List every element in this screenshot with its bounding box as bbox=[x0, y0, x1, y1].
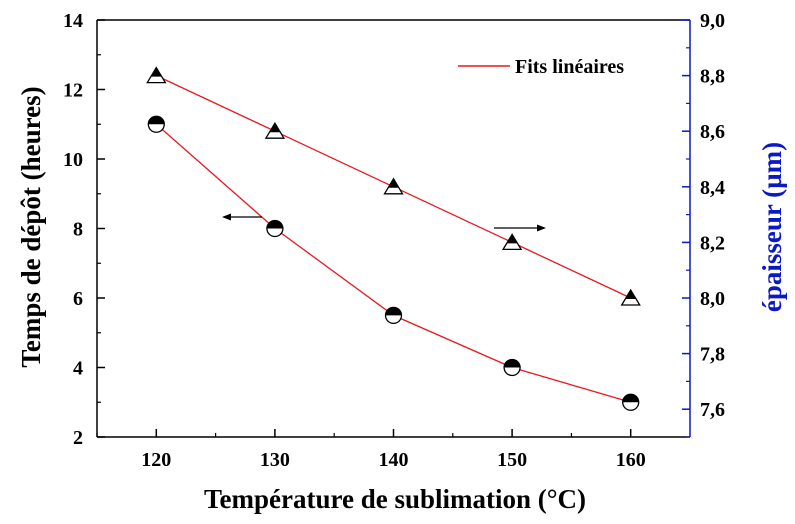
x-axis-title: Température de sublimation (°C) bbox=[204, 484, 586, 514]
x-tick-label: 140 bbox=[379, 449, 409, 471]
fit-line-left bbox=[155, 123, 631, 403]
left-y-tick-label: 10 bbox=[63, 149, 83, 171]
left-y-tick-label: 8 bbox=[73, 219, 83, 241]
right-y-tick-label: 9,0 bbox=[700, 10, 725, 32]
right-y-tick-label: 8,4 bbox=[700, 177, 725, 199]
circle-marker-fill bbox=[504, 359, 521, 368]
x-tick-label: 160 bbox=[616, 449, 646, 471]
circle-marker-fill bbox=[148, 116, 165, 125]
triangle-marker-fill bbox=[388, 178, 399, 188]
x-axis-ticks: 120 130 140 150 160 bbox=[96, 429, 646, 471]
triangle-marker-fill bbox=[506, 234, 518, 244]
left-y-tick-label: 6 bbox=[73, 288, 83, 310]
right-y-tick-label: 8,2 bbox=[700, 232, 725, 254]
right-y-tick-label: 8,0 bbox=[700, 288, 725, 310]
circle-marker-fill bbox=[622, 394, 639, 403]
axis-arrows bbox=[222, 213, 546, 232]
right-axis-arrow-head bbox=[537, 224, 546, 232]
legend-label: Fits linéaires bbox=[515, 56, 624, 78]
fit-lines bbox=[155, 75, 631, 403]
left-y-tick-label: 12 bbox=[63, 80, 83, 102]
right-y-axis-ticks: 7,6 7,8 8,0 8,2 8,4 8,6 8,8 9,0 bbox=[682, 10, 725, 438]
right-y-tick-label: 8,8 bbox=[700, 66, 725, 88]
data-markers bbox=[146, 66, 641, 411]
right-y-tick-label: 7,8 bbox=[700, 344, 725, 366]
right-y-tick-label: 7,6 bbox=[700, 399, 725, 421]
plot-frame bbox=[96, 19, 691, 438]
x-tick-label: 120 bbox=[141, 449, 171, 471]
circle-marker-fill bbox=[266, 220, 283, 229]
x-tick-label: 130 bbox=[260, 449, 290, 471]
left-y-axis-ticks: 2 4 6 8 10 12 14 bbox=[63, 10, 105, 449]
triangle-marker-fill bbox=[625, 290, 637, 299]
right-y-axis-title: épaisseur (µm) bbox=[757, 142, 787, 312]
left-y-tick-label: 4 bbox=[73, 358, 83, 380]
legend: Fits linéaires bbox=[458, 56, 624, 78]
x-tick-label: 150 bbox=[497, 449, 527, 471]
triangle-marker-fill bbox=[150, 67, 162, 77]
triangle-marker-fill bbox=[269, 123, 281, 133]
left-y-tick-label: 14 bbox=[63, 10, 83, 32]
circle-marker-fill bbox=[385, 307, 402, 316]
right-y-tick-label: 8,6 bbox=[700, 121, 725, 143]
left-axis-arrow-head bbox=[222, 213, 231, 221]
left-y-axis-title: Temps de dépôt (heures) bbox=[16, 86, 46, 367]
left-y-tick-label: 2 bbox=[73, 427, 83, 449]
